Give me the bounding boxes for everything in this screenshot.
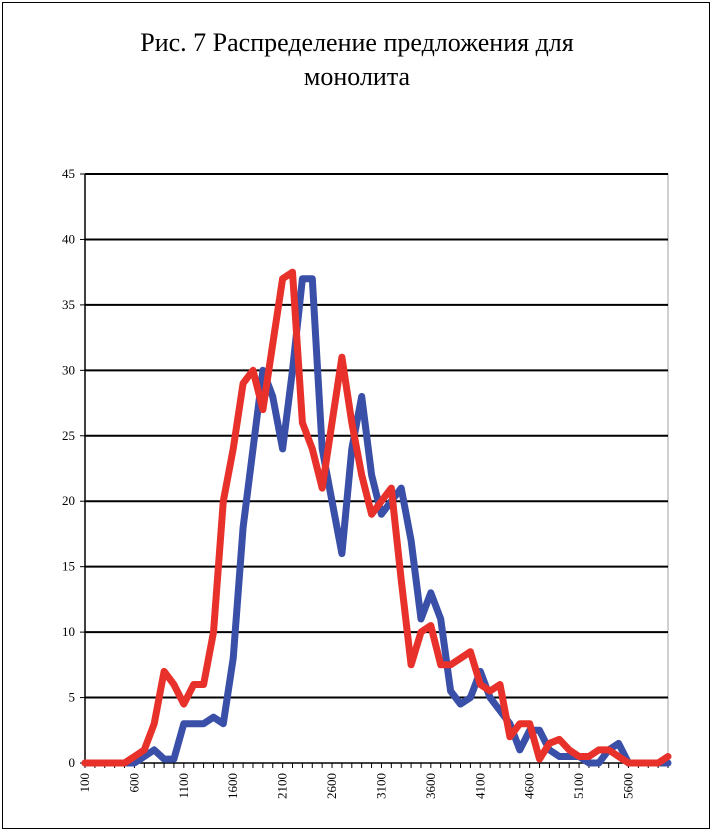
y-tick-label: 35 [62,297,75,312]
x-tick-label: 600 [126,773,141,793]
x-tick-label: 100 [77,773,92,793]
chart-title-line-1: Рис. 7 Распределение предложения для [140,28,574,57]
x-tick-label: 2600 [324,773,339,799]
chart-title-line-2: монолита [303,62,411,91]
x-tick-label: 2100 [275,773,290,799]
y-tick-label: 20 [62,493,75,508]
x-tick-label: 4100 [472,773,487,799]
x-tick-label: 4600 [522,773,537,799]
y-tick-label: 45 [62,166,75,181]
series-line-2 [81,268,672,767]
x-tick-label: 1100 [176,773,191,799]
y-tick-label: 40 [62,231,75,246]
series-line-1 [81,275,672,767]
y-tick-label: 15 [62,559,75,574]
y-tick-label: 10 [62,624,75,639]
chart-title: Рис. 7 Распределение предложения для мон… [0,26,714,94]
y-tick-label: 5 [69,690,76,705]
x-tick-label: 3100 [373,773,388,799]
x-tick-label: 5100 [571,773,586,799]
y-tick-label: 25 [62,428,75,443]
y-tick-label: 30 [62,362,75,377]
x-tick-label: 1600 [225,773,240,799]
plot-area [84,173,669,764]
y-tick-label: 0 [69,755,76,770]
x-tick-label: 5600 [620,773,635,799]
x-tick-label: 3600 [423,773,438,799]
